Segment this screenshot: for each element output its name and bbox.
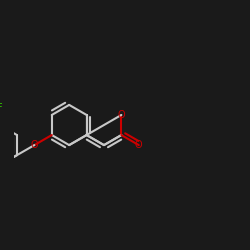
Text: O: O — [30, 140, 38, 150]
Text: F: F — [0, 103, 2, 113]
Text: O: O — [118, 110, 125, 120]
Text: O: O — [135, 140, 142, 150]
